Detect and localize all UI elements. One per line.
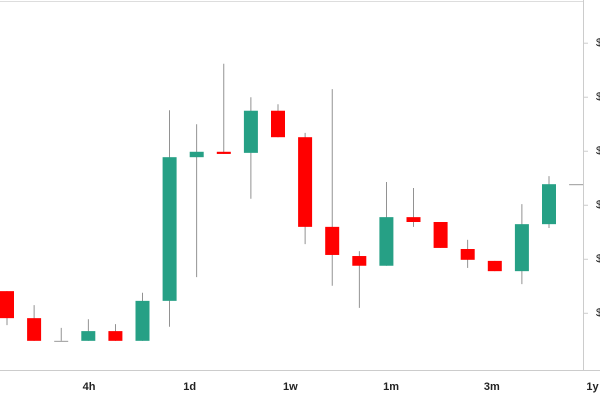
candle-body	[81, 331, 96, 341]
y-tick-label: $	[596, 307, 600, 319]
range-label[interactable]: 1d	[183, 381, 196, 393]
candle-body	[379, 217, 394, 266]
candle-body	[189, 151, 204, 158]
candle-body	[406, 217, 421, 222]
candle-body	[135, 300, 150, 341]
candle-body	[271, 110, 285, 138]
candle-body	[27, 318, 42, 341]
candle-body	[569, 184, 584, 186]
candle-body	[542, 184, 556, 225]
candle-body	[514, 224, 529, 272]
candle-body	[433, 222, 448, 248]
candle-body	[216, 151, 231, 154]
range-label[interactable]: 1y	[586, 381, 599, 393]
range-label[interactable]: 3m	[484, 381, 500, 393]
candle-body	[460, 249, 475, 260]
range-label[interactable]: 1w	[283, 381, 298, 393]
candle-body	[162, 157, 177, 301]
range-label[interactable]: 1m	[383, 381, 399, 393]
candle-body	[243, 110, 258, 153]
y-tick-label: $	[596, 199, 600, 211]
y-tick-label: $	[596, 253, 600, 265]
candle-body	[298, 137, 313, 227]
candle-body	[352, 256, 367, 266]
candle-body	[0, 291, 14, 319]
candle-body	[325, 226, 340, 255]
candle-body	[54, 340, 69, 342]
range-label[interactable]: 4h	[83, 381, 96, 393]
y-tick-label: $	[596, 37, 600, 49]
candle-body	[487, 260, 502, 272]
y-tick-label: $	[596, 145, 600, 157]
y-tick-label: $	[596, 91, 600, 103]
candle-body	[108, 331, 123, 341]
